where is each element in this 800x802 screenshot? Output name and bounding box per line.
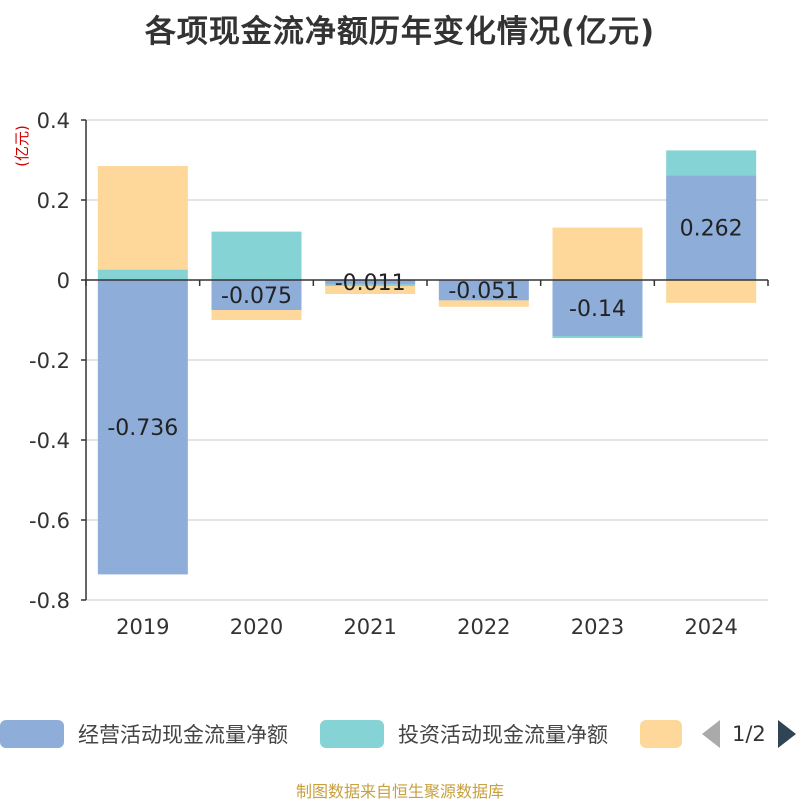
x-tick-label: 2020 <box>230 615 283 639</box>
legend-swatch <box>320 720 384 748</box>
bar-segment[interactable] <box>438 300 529 307</box>
bar-segment[interactable] <box>325 284 416 286</box>
bar-segment[interactable] <box>211 280 302 310</box>
legend-page-indicator: 1/2 <box>732 722 766 746</box>
stacked-bar-chart: 0.4 0.2 0 -0.2 -0.4 -0.6 -0.8 2019 2020 2021 2022 2… <box>13 109 769 639</box>
legend-label: 经营活动现金流量净额 <box>78 723 288 747</box>
y-tick-label: 0 <box>57 269 70 293</box>
bar-segment[interactable] <box>666 150 757 176</box>
x-tick-label: 2022 <box>457 615 510 639</box>
data-label: -0.736 <box>107 416 178 441</box>
x-tick-label: 2019 <box>116 615 169 639</box>
bar-segment[interactable] <box>438 280 529 301</box>
x-tick-label: 2024 <box>684 615 737 639</box>
bar-segment[interactable] <box>325 280 416 285</box>
y-tick-label: -0.8 <box>29 589 70 613</box>
bar-segment[interactable] <box>97 280 188 575</box>
gridlines <box>86 119 768 601</box>
bar-segment[interactable] <box>552 227 643 280</box>
data-label: -0.14 <box>569 297 626 322</box>
x-tick-label: 2021 <box>343 615 396 639</box>
data-label: -0.011 <box>335 271 406 296</box>
prev-page-icon[interactable] <box>702 720 720 748</box>
legend-item-investing[interactable]: 投资活动现金流量净额 <box>320 716 608 752</box>
legend-item-financing[interactable] <box>640 716 682 752</box>
bar-segment[interactable] <box>97 269 188 280</box>
bar-segment[interactable] <box>666 175 757 280</box>
data-label: 0.262 <box>680 217 743 242</box>
legend-pager: 1/2 <box>702 716 796 752</box>
legend-item-operating[interactable]: 经营活动现金流量净额 <box>0 716 288 752</box>
x-tick-label: 2023 <box>571 615 624 639</box>
source-note: 制图数据来自恒生聚源数据库 <box>295 782 504 801</box>
legend-label: 投资活动现金流量净额 <box>398 723 608 747</box>
bar-segment[interactable] <box>97 166 188 270</box>
y-tick-label: -0.6 <box>29 509 70 533</box>
bar-segment[interactable] <box>666 280 757 303</box>
bar-segment[interactable] <box>211 231 302 280</box>
next-page-icon[interactable] <box>777 720 796 748</box>
y-tick-label: -0.4 <box>29 429 70 453</box>
chart-title: 各项现金流净额历年变化情况(亿元) <box>144 14 656 50</box>
data-labels: -0.736 -0.075 -0.011 -0.051 -0.14 0.262 <box>107 217 742 442</box>
legend-swatch <box>640 720 682 748</box>
y-tick-label: 0.2 <box>37 189 70 213</box>
y-tick-label: 0.4 <box>37 109 70 133</box>
legend: 经营活动现金流量净额 投资活动现金流量净额 1/2 <box>0 716 800 756</box>
data-label: -0.075 <box>221 284 292 309</box>
legend-swatch <box>0 720 64 748</box>
y-axis-unit: (亿元) <box>13 125 31 167</box>
bar-segment[interactable] <box>552 280 643 336</box>
bar-segment[interactable] <box>552 336 643 338</box>
data-label: -0.051 <box>448 279 519 304</box>
y-tick-label: -0.2 <box>29 349 70 373</box>
axes: 0.4 0.2 0 -0.2 -0.4 -0.6 -0.8 2019 2020 2021 2022 2… <box>29 109 769 639</box>
bar-segment[interactable] <box>325 286 416 294</box>
bars <box>97 150 757 575</box>
bar-segment[interactable] <box>211 310 302 320</box>
